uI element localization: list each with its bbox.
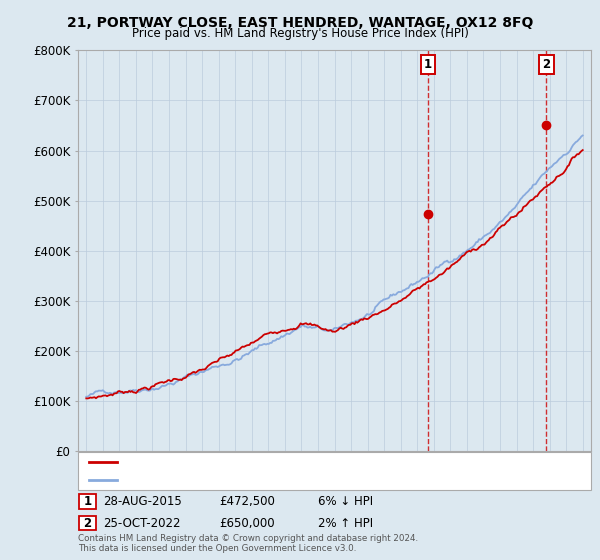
Text: 21, PORTWAY CLOSE, EAST HENDRED, WANTAGE, OX12 8FQ (detached house): 21, PORTWAY CLOSE, EAST HENDRED, WANTAGE…: [121, 457, 511, 467]
Text: HPI: Average price, detached house, Vale of White Horse: HPI: Average price, detached house, Vale…: [121, 475, 404, 485]
Text: Contains HM Land Registry data © Crown copyright and database right 2024.
This d: Contains HM Land Registry data © Crown c…: [78, 534, 418, 553]
Text: 21, PORTWAY CLOSE, EAST HENDRED, WANTAGE, OX12 8FQ: 21, PORTWAY CLOSE, EAST HENDRED, WANTAGE…: [67, 16, 533, 30]
Text: 1: 1: [83, 495, 92, 508]
Text: £472,500: £472,500: [219, 495, 275, 508]
Text: 2% ↑ HPI: 2% ↑ HPI: [318, 516, 373, 530]
Text: 2: 2: [542, 58, 550, 71]
Text: 1: 1: [424, 58, 432, 71]
Text: Price paid vs. HM Land Registry's House Price Index (HPI): Price paid vs. HM Land Registry's House …: [131, 27, 469, 40]
Text: 2: 2: [83, 516, 92, 530]
Text: 25-OCT-2022: 25-OCT-2022: [103, 516, 181, 530]
Text: 6% ↓ HPI: 6% ↓ HPI: [318, 495, 373, 508]
Text: £650,000: £650,000: [219, 516, 275, 530]
Text: 28-AUG-2015: 28-AUG-2015: [103, 495, 182, 508]
